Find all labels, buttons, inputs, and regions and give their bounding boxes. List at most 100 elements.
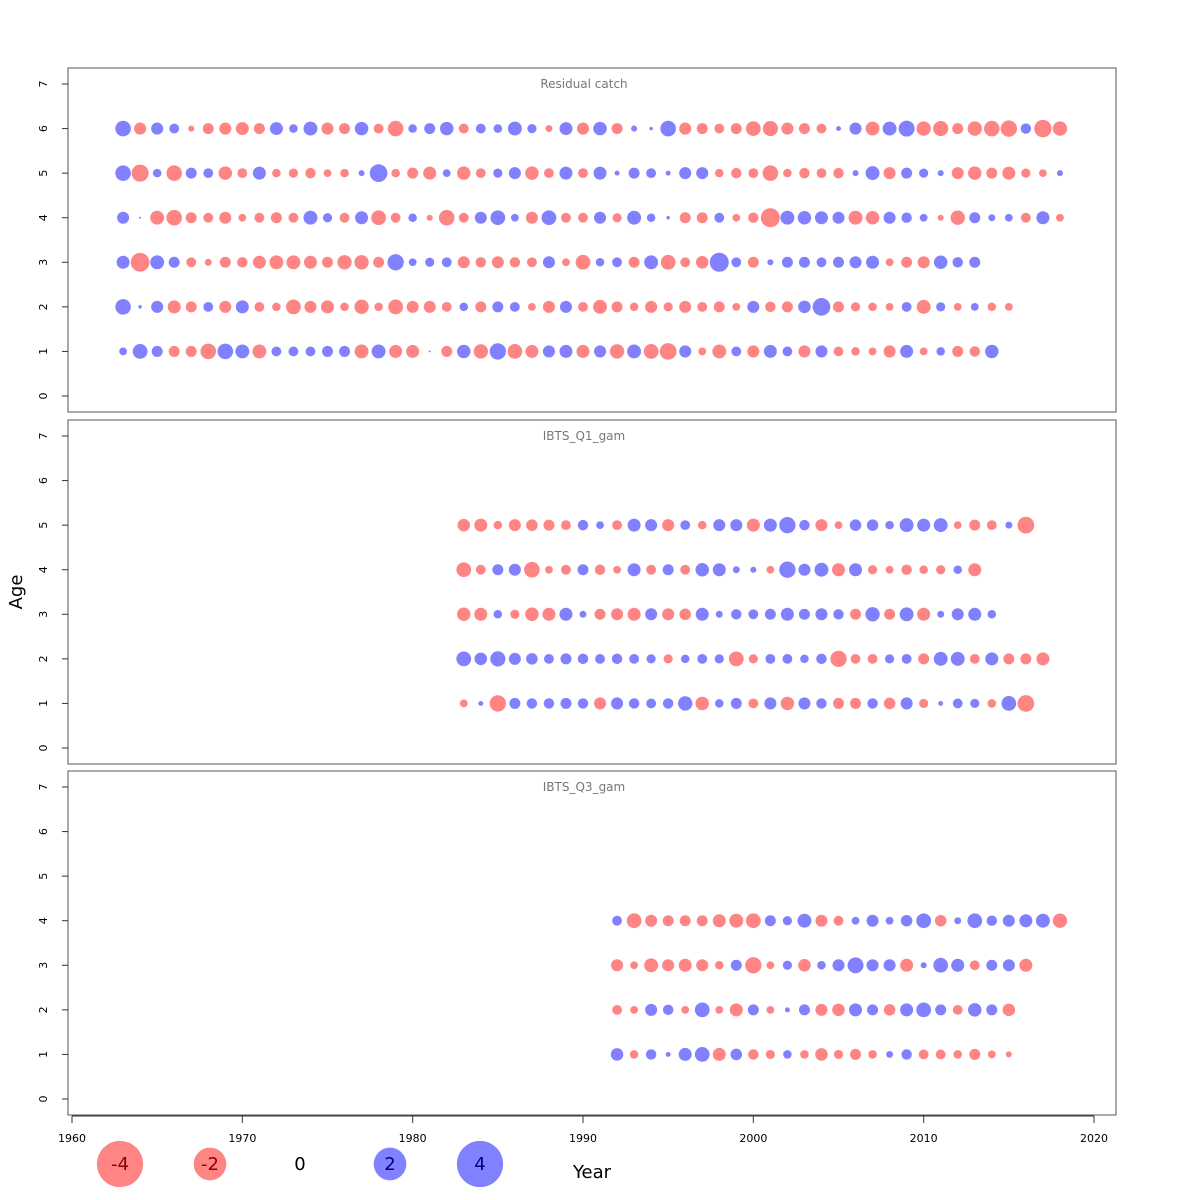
bubble	[985, 344, 999, 359]
y-tick-label: 4	[37, 214, 50, 221]
bubble	[387, 254, 404, 271]
bubble	[305, 167, 316, 179]
bubble	[644, 958, 659, 973]
bubble	[950, 651, 965, 666]
y-tick-label: 1	[37, 348, 50, 355]
bubble	[953, 565, 962, 574]
bubble	[868, 1050, 877, 1059]
bubble	[767, 259, 774, 266]
y-tick-label: 4	[37, 566, 50, 573]
bubble	[1052, 913, 1068, 928]
bubble	[646, 168, 657, 179]
x-axis: 1960 1970 1980 1990 2000 2010 2020	[58, 1115, 1108, 1145]
bubble	[185, 167, 197, 179]
bubble	[783, 1050, 792, 1059]
bubble	[115, 165, 131, 181]
x-tick-label: 2010	[910, 1132, 938, 1145]
bubble	[987, 1050, 996, 1059]
legend-item: 0	[294, 1154, 305, 1175]
bubble	[390, 212, 401, 223]
bubble	[867, 565, 878, 575]
legend-item: -4	[96, 1140, 144, 1188]
bubble	[916, 913, 932, 929]
bubble	[918, 1049, 929, 1060]
bubble	[833, 1049, 844, 1060]
bubble	[968, 166, 982, 180]
bubble	[883, 959, 896, 972]
bubble	[697, 520, 707, 530]
bubble	[681, 1005, 690, 1014]
bubble	[800, 654, 809, 664]
bubble	[594, 211, 607, 224]
bubble	[832, 959, 845, 972]
bubble	[644, 255, 659, 270]
bubble	[219, 256, 231, 268]
y-tick-label: 0	[37, 1096, 50, 1103]
bubble	[832, 211, 845, 224]
bubble	[970, 698, 980, 709]
bubble	[660, 254, 676, 270]
bubble	[489, 343, 506, 360]
bubble	[577, 564, 589, 576]
bubble	[611, 697, 624, 710]
bubble	[594, 608, 606, 620]
bubble	[747, 256, 759, 268]
bubble	[272, 302, 281, 312]
bubble	[545, 565, 553, 574]
bubble	[967, 913, 983, 929]
bubble	[645, 1003, 658, 1016]
bubble	[286, 255, 301, 270]
bubble	[252, 344, 267, 359]
bubble	[474, 607, 488, 621]
bubble	[712, 1047, 726, 1061]
bubble	[885, 916, 894, 925]
bubble	[305, 346, 316, 357]
bubble	[322, 256, 333, 268]
bubble	[986, 520, 997, 531]
bubble	[442, 169, 451, 178]
bubble	[784, 1007, 790, 1013]
bubble	[830, 650, 847, 668]
bubble	[696, 212, 708, 224]
bubble	[646, 213, 656, 222]
x-tick-label: 1990	[569, 1132, 597, 1145]
bubble	[373, 123, 384, 134]
bubble	[779, 561, 796, 578]
bubble	[665, 1051, 671, 1057]
bubble	[594, 564, 606, 575]
bubble	[695, 696, 709, 711]
bubble	[1004, 302, 1013, 311]
bubble	[646, 698, 657, 709]
bubble	[798, 697, 811, 710]
bubble	[303, 210, 318, 225]
bubble	[882, 121, 897, 136]
bubble	[900, 914, 913, 927]
bubble	[423, 300, 436, 313]
bubble	[986, 959, 998, 971]
bubble	[951, 167, 964, 180]
bubble	[867, 1004, 879, 1016]
bubble	[629, 302, 639, 312]
bubble	[575, 254, 591, 270]
bubble	[662, 915, 674, 927]
bubble	[833, 346, 844, 357]
bubble	[1036, 211, 1050, 225]
bubble	[459, 699, 468, 708]
bubble	[782, 916, 793, 926]
bubble	[662, 564, 674, 576]
bubble	[561, 212, 571, 223]
bubble	[712, 563, 726, 577]
bubble	[732, 213, 741, 222]
bubble	[900, 1003, 914, 1017]
bubble	[610, 1048, 624, 1061]
bubble	[611, 123, 623, 135]
y-tick-label: 1	[37, 700, 50, 707]
bubble	[1002, 1003, 1016, 1017]
bubble	[577, 698, 589, 709]
bubble	[456, 651, 472, 667]
bubble	[898, 120, 915, 137]
bubble	[457, 607, 471, 622]
bubble	[663, 302, 673, 312]
y-tick-label: 2	[37, 655, 50, 662]
bubble	[493, 610, 503, 619]
